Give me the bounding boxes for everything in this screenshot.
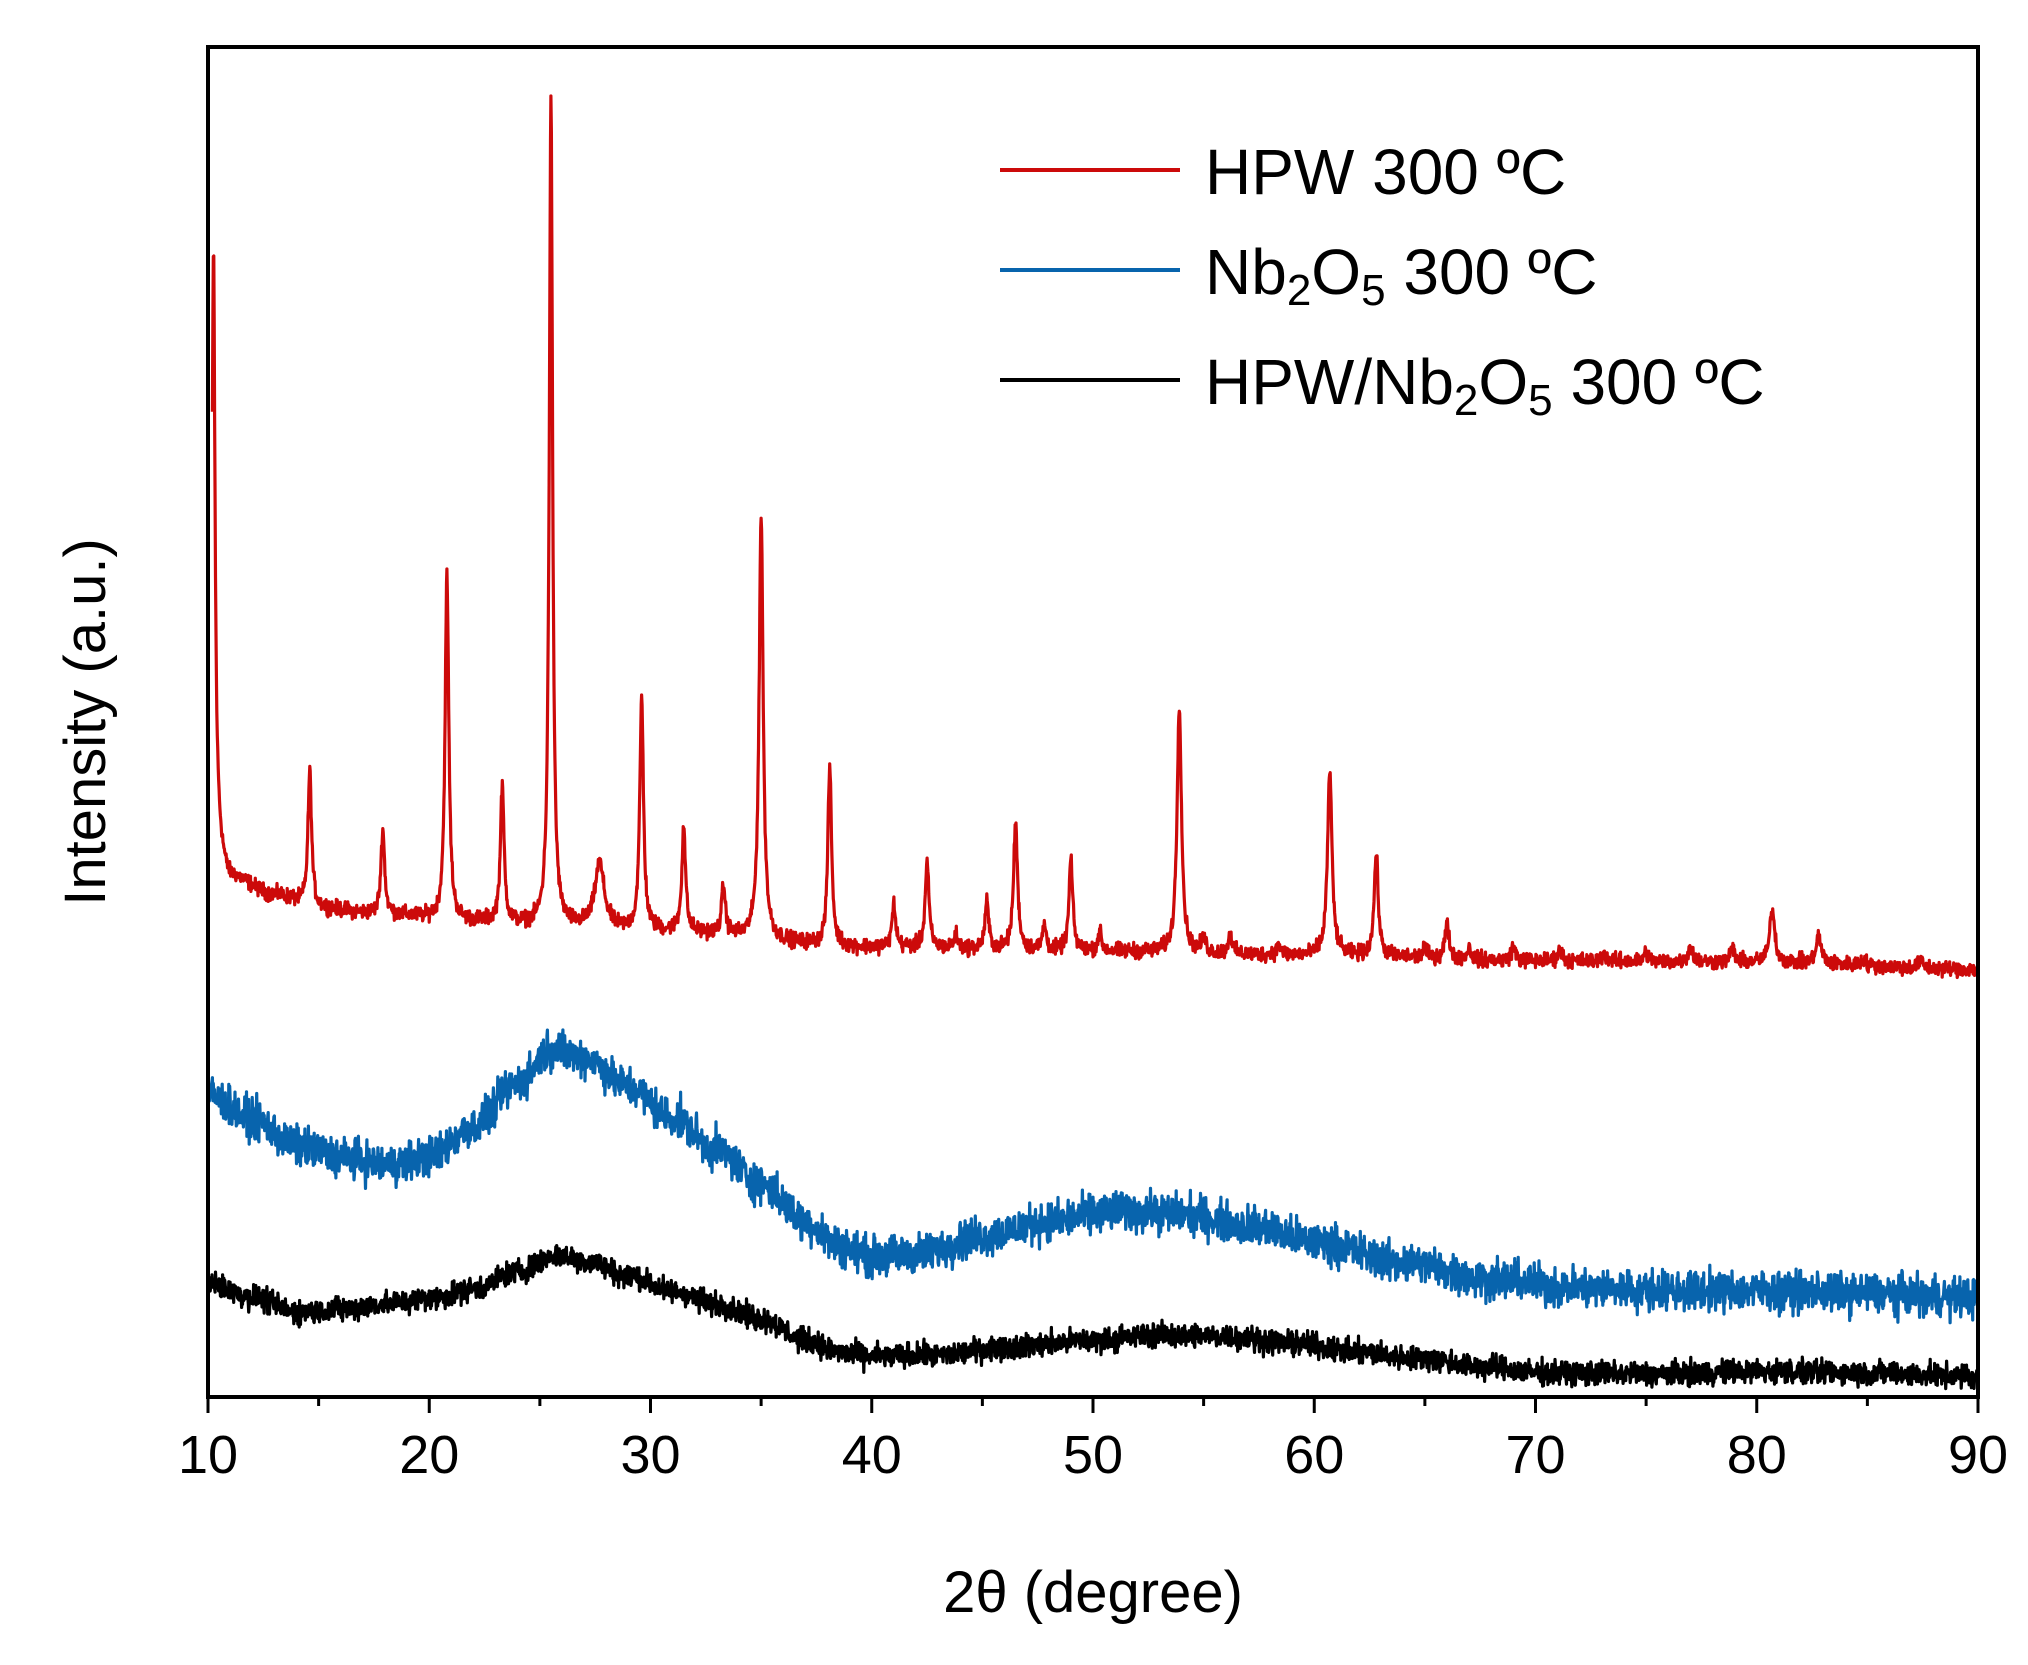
x-axis-ticks: 10 20 30 40 50 60 70 80 90 (178, 1397, 2008, 1485)
legend-label: HPW 300 ºC (1205, 136, 1566, 208)
x-tick-label: 10 (178, 1425, 238, 1485)
x-tick-label: 60 (1284, 1425, 1344, 1485)
y-axis-title: Intensity (a.u.) (53, 538, 118, 905)
series-line (206, 1028, 1980, 1325)
x-tick-label: 30 (620, 1425, 680, 1485)
x-tick-label: 50 (1063, 1425, 1123, 1485)
plot-frame (206, 45, 1980, 1399)
x-tick-label: 90 (1948, 1425, 2008, 1485)
plot-lines (206, 94, 1980, 1391)
legend: HPW 300 ºC Nb2O5 300 ºC HPW/Nb2O5 300 ºC (1000, 136, 1765, 425)
series-line (210, 94, 1980, 980)
legend-label: HPW/Nb2O5 300 ºC (1205, 346, 1765, 425)
x-tick-label: 70 (1505, 1425, 1565, 1485)
x-tick-label: 40 (842, 1425, 902, 1485)
x-tick-label: 80 (1727, 1425, 1787, 1485)
legend-label: Nb2O5 300 ºC (1205, 236, 1598, 315)
series-line (206, 1244, 1980, 1391)
x-axis-title: 2θ (degree) (943, 1560, 1243, 1625)
x-tick-label: 20 (399, 1425, 459, 1485)
